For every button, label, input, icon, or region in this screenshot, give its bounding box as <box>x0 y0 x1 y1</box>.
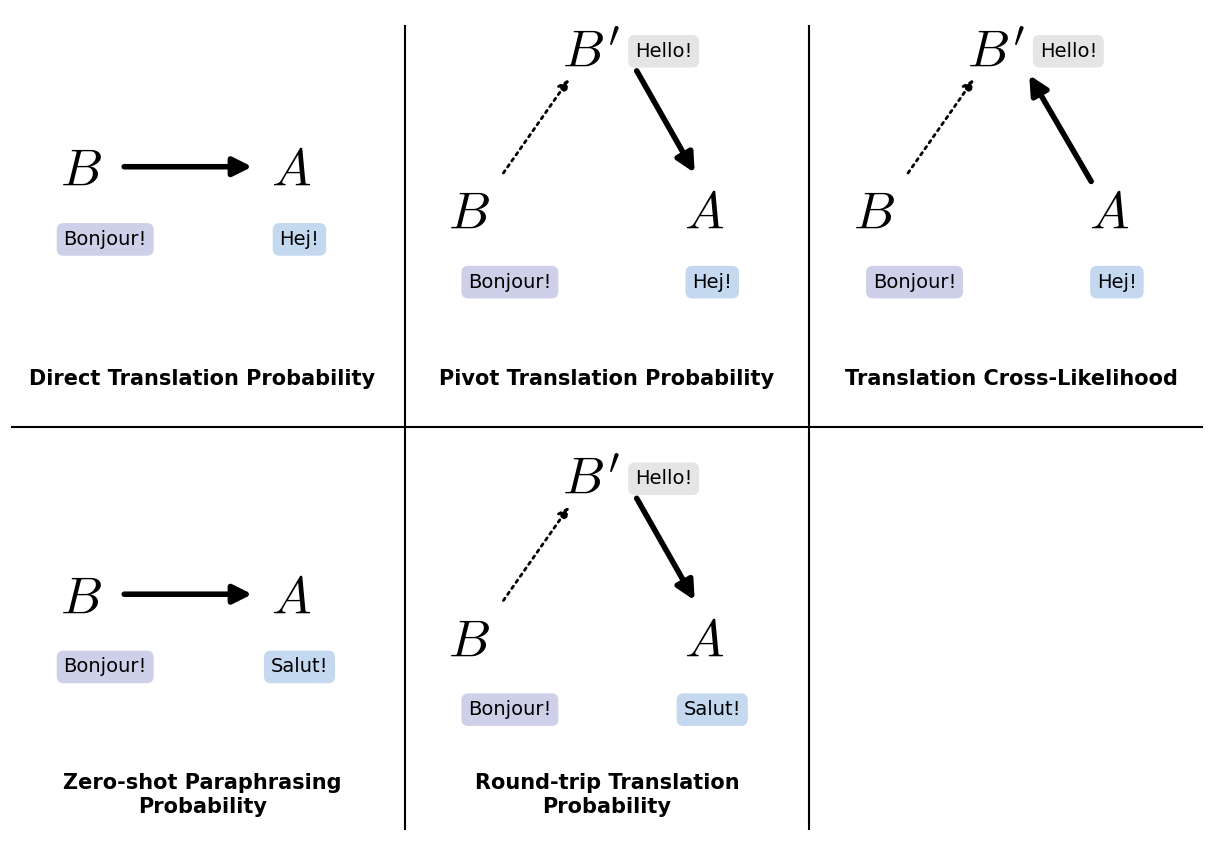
Text: $B$: $B$ <box>853 188 895 239</box>
Text: $B$: $B$ <box>59 573 102 624</box>
Text: $B$: $B$ <box>448 616 490 667</box>
Text: Translation Cross-Likelihood: Translation Cross-Likelihood <box>845 369 1178 389</box>
Text: $B'$: $B'$ <box>966 26 1025 77</box>
Text: Hello!: Hello! <box>635 42 692 61</box>
Text: Direct Translation Probability: Direct Translation Probability <box>29 369 375 389</box>
Text: Bonjour!: Bonjour! <box>63 230 147 249</box>
Text: Bonjour!: Bonjour! <box>469 700 551 719</box>
Text: Salut!: Salut! <box>271 657 328 676</box>
Text: $A$: $A$ <box>683 188 725 239</box>
Text: Hello!: Hello! <box>635 469 692 488</box>
Text: Bonjour!: Bonjour! <box>63 657 147 676</box>
Text: Zero-shot Paraphrasing
Probability: Zero-shot Paraphrasing Probability <box>63 773 341 817</box>
Text: Hej!: Hej! <box>692 273 732 292</box>
Text: Bonjour!: Bonjour! <box>469 273 551 292</box>
Text: $B'$: $B'$ <box>562 453 619 504</box>
Text: $B'$: $B'$ <box>562 26 619 77</box>
Text: Salut!: Salut! <box>683 700 741 719</box>
Text: $A$: $A$ <box>1089 188 1129 239</box>
Text: Round-trip Translation
Probability: Round-trip Translation Probability <box>475 773 739 817</box>
Text: Bonjour!: Bonjour! <box>873 273 957 292</box>
Text: $A$: $A$ <box>683 616 725 667</box>
Text: $A$: $A$ <box>271 145 312 197</box>
Text: $B$: $B$ <box>59 145 102 197</box>
Text: Pivot Translation Probability: Pivot Translation Probability <box>439 369 775 389</box>
Text: Hej!: Hej! <box>1097 273 1136 292</box>
Text: $A$: $A$ <box>271 573 312 624</box>
Text: Hej!: Hej! <box>279 230 319 249</box>
Text: $B$: $B$ <box>448 188 490 239</box>
Text: Hello!: Hello! <box>1039 42 1097 61</box>
